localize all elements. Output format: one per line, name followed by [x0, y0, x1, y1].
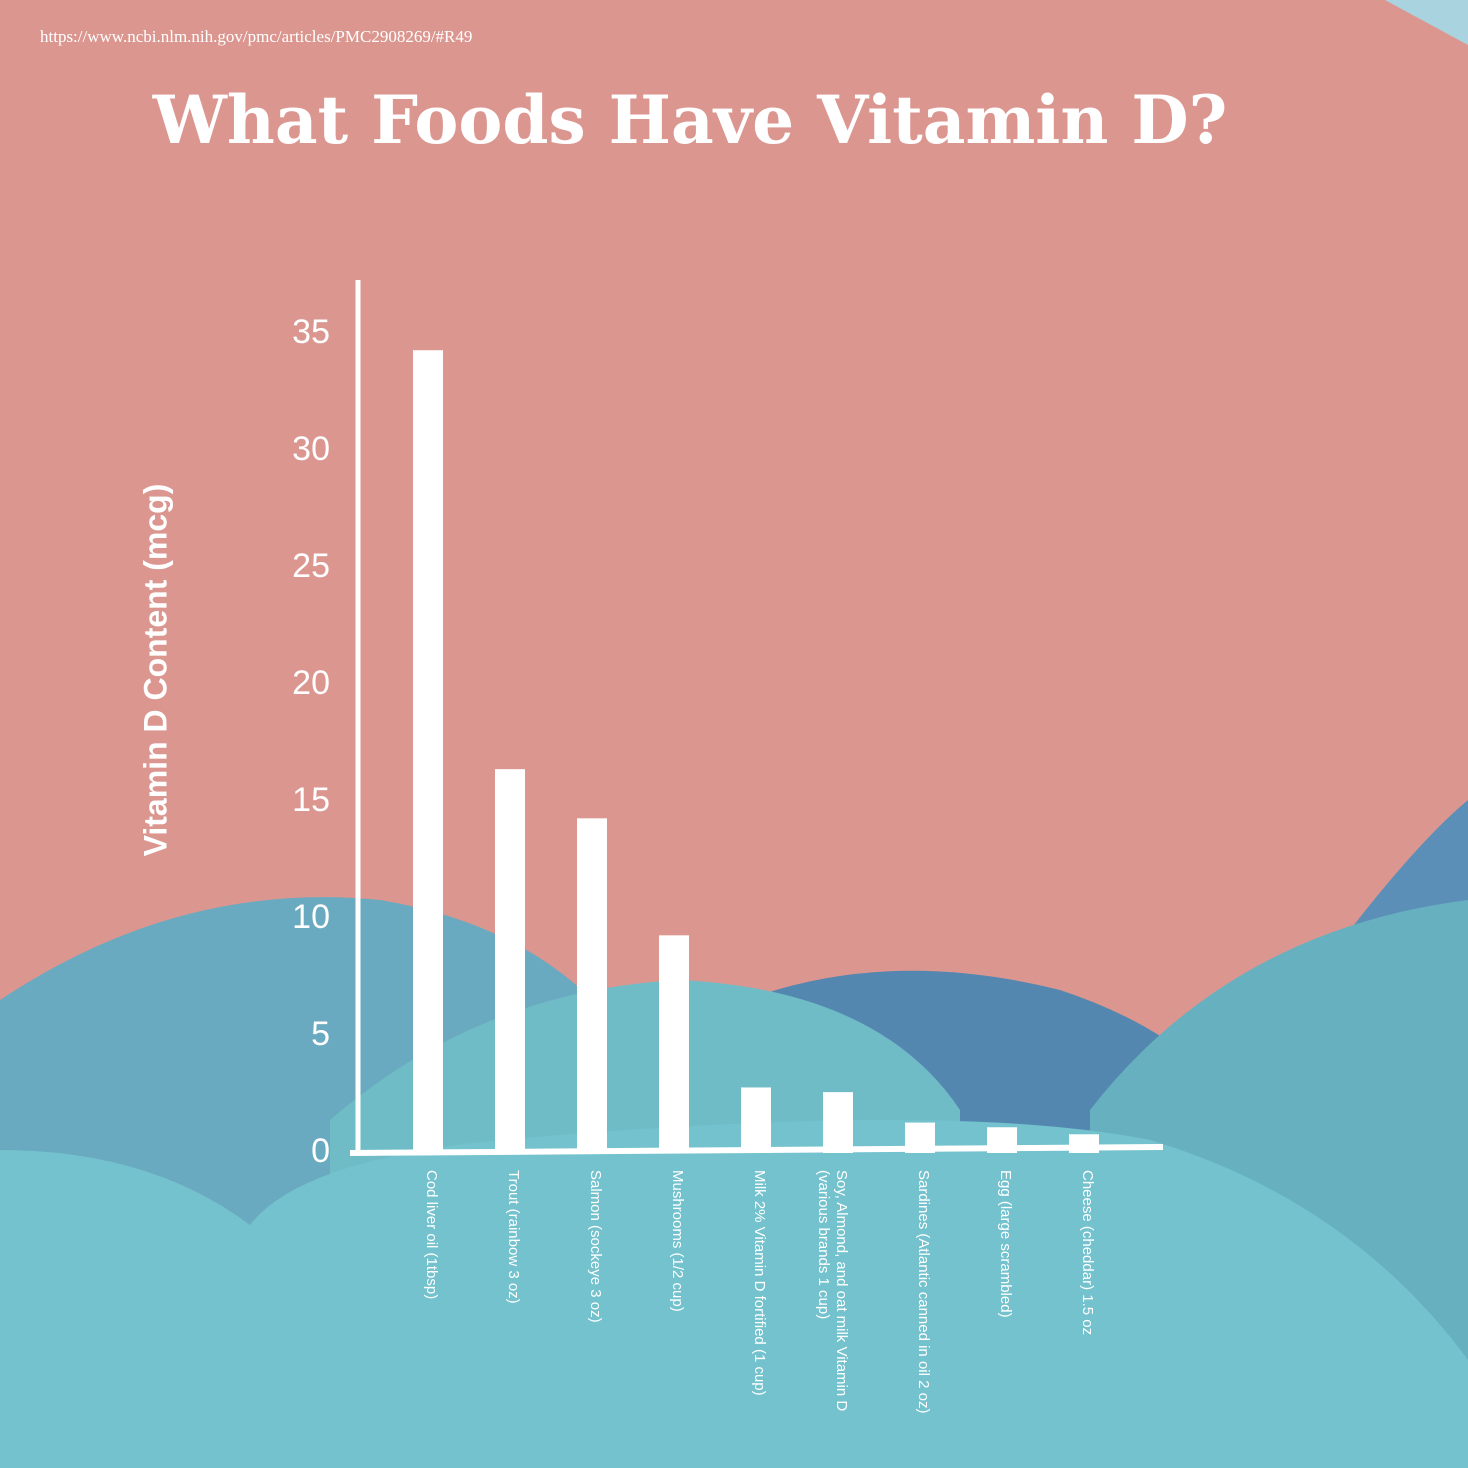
x-tick-label: Trout (rainbow 3 oz) [505, 1170, 522, 1304]
y-tick-label: 35 [292, 313, 330, 351]
x-tick-label: Soy, Almond, and oat milk Vitamin D (var… [815, 1170, 850, 1412]
bar [659, 935, 689, 1153]
source-url: https://www.ncbi.nlm.nih.gov/pmc/article… [40, 27, 472, 46]
bar [577, 818, 607, 1153]
y-tick-label: 30 [292, 430, 330, 468]
bar [905, 1122, 935, 1153]
x-tick-label: Egg (large scrambled) [997, 1170, 1014, 1318]
bar [1069, 1134, 1099, 1153]
y-tick-label: 0 [311, 1132, 330, 1170]
bar [741, 1087, 771, 1153]
y-axis-label: Vitamin D Content (mcg) [137, 484, 173, 857]
x-tick-label: Cheese (cheddar) 1.5 oz [1079, 1170, 1096, 1336]
x-tick-label: Mushrooms (1/2 cup) [669, 1170, 686, 1312]
chart-title: What Foods Have Vitamin D? [152, 81, 1228, 159]
x-tick-label: Salmon (sockeye 3 oz) [587, 1170, 604, 1323]
y-tick-label: 20 [292, 664, 330, 702]
y-tick-label: 25 [292, 547, 330, 585]
y-tick-label: 5 [311, 1015, 330, 1053]
x-tick-label: Cod liver oil (1tbsp) [423, 1170, 440, 1300]
bar [823, 1092, 853, 1153]
y-tick-label: 10 [292, 898, 330, 936]
y-tick-label: 15 [292, 781, 330, 819]
bar [987, 1127, 1017, 1153]
bar [413, 350, 443, 1153]
x-tick-label: Milk 2% Vitamin D fortified (1 cup) [751, 1170, 768, 1396]
bar [495, 769, 525, 1153]
x-tick-label: Sardines (Atlantic canned in oil 2 oz) [915, 1170, 932, 1414]
